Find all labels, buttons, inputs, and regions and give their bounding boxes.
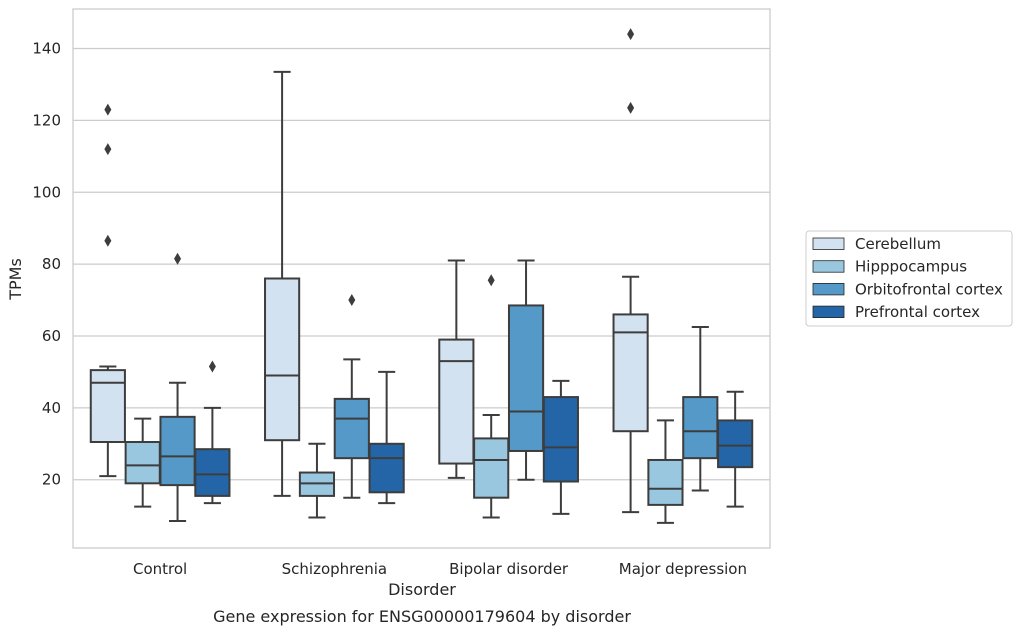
box-hipppocampus — [124, 417, 161, 508]
y-axis-label: TPMs — [6, 258, 25, 301]
iqr-box — [717, 419, 754, 469]
y-tick-label: 80 — [42, 255, 61, 273]
boxes — [89, 28, 754, 524]
y-tick-labels: 20 40 60 80 100 120 140 — [32, 40, 61, 489]
y-tick-label: 140 — [32, 40, 61, 58]
legend-swatch — [812, 282, 845, 296]
y-tick-label: 120 — [32, 111, 61, 129]
iqr-box — [368, 442, 405, 494]
iqr-box — [438, 338, 475, 465]
box-prefrontal-cortex — [542, 379, 579, 515]
outlier-point — [174, 252, 182, 265]
iqr-box — [473, 437, 510, 499]
legend-label: Cerebellum — [855, 235, 941, 253]
box-cerebellum — [264, 70, 301, 497]
box-prefrontal-cortex — [194, 360, 231, 505]
iqr-box — [333, 397, 370, 460]
outlier-point — [487, 274, 495, 287]
y-tick-label: 100 — [32, 183, 61, 201]
box-orbitofrontal-cortex — [682, 326, 719, 492]
outlier-point — [627, 28, 635, 41]
legend-label: Orbitofrontal cortex — [855, 280, 1003, 298]
chart-caption: Gene expression for ENSG00000179604 by d… — [213, 607, 631, 626]
x-axis-label: Disorder — [388, 580, 456, 599]
legend-swatch — [812, 260, 845, 273]
iqr-box — [89, 369, 126, 443]
iqr-box — [194, 448, 231, 497]
box-prefrontal-cortex — [368, 370, 405, 505]
outlier-point — [208, 360, 216, 373]
x-tick-label: Major depression — [619, 560, 747, 578]
iqr-box — [507, 304, 545, 452]
box-cerebellum — [612, 28, 649, 514]
grid-lines — [73, 47, 770, 481]
plot-frame — [72, 8, 771, 549]
x-tick-labels: Control Schizophrenia Bipolar disorder Majo… — [133, 560, 747, 578]
box-cerebellum — [89, 103, 126, 478]
box-orbitofrontal-cortex — [507, 259, 545, 481]
iqr-box — [542, 396, 579, 483]
legend-label: Hipppocampus — [855, 258, 967, 276]
box-hipppocampus — [473, 274, 510, 519]
box-orbitofrontal-cortex — [159, 252, 196, 523]
legend-label: Prefrontal cortex — [855, 303, 980, 321]
legend: Cerebellum Hipppocampus Orbitofrontal cort… — [805, 230, 1013, 327]
legend-swatch — [812, 237, 845, 250]
outlier-point — [348, 294, 356, 307]
iqr-box — [647, 458, 684, 506]
iqr-box — [159, 415, 196, 487]
x-tick-label: Bipolar disorder — [449, 560, 569, 578]
box-hipppocampus — [647, 419, 684, 524]
outlier-point — [104, 234, 112, 247]
y-tick-label: 20 — [42, 471, 61, 489]
iqr-box — [264, 277, 301, 442]
iqr-box — [124, 440, 161, 485]
box-prefrontal-cortex — [717, 390, 754, 508]
outlier-point — [104, 143, 112, 156]
x-tick-label: Control — [133, 560, 187, 578]
iqr-box — [612, 313, 649, 433]
y-tick-label: 60 — [42, 327, 61, 345]
outlier-point — [627, 101, 635, 114]
outlier-point — [104, 103, 112, 116]
box-cerebellum — [438, 259, 475, 479]
y-tick-label: 40 — [42, 399, 61, 417]
iqr-box — [682, 396, 719, 460]
box-hipppocampus — [298, 442, 336, 519]
box-orbitofrontal-cortex — [333, 294, 370, 499]
legend-swatch — [812, 305, 845, 319]
x-tick-label: Schizophrenia — [282, 560, 387, 578]
legend-frame — [805, 230, 1013, 327]
